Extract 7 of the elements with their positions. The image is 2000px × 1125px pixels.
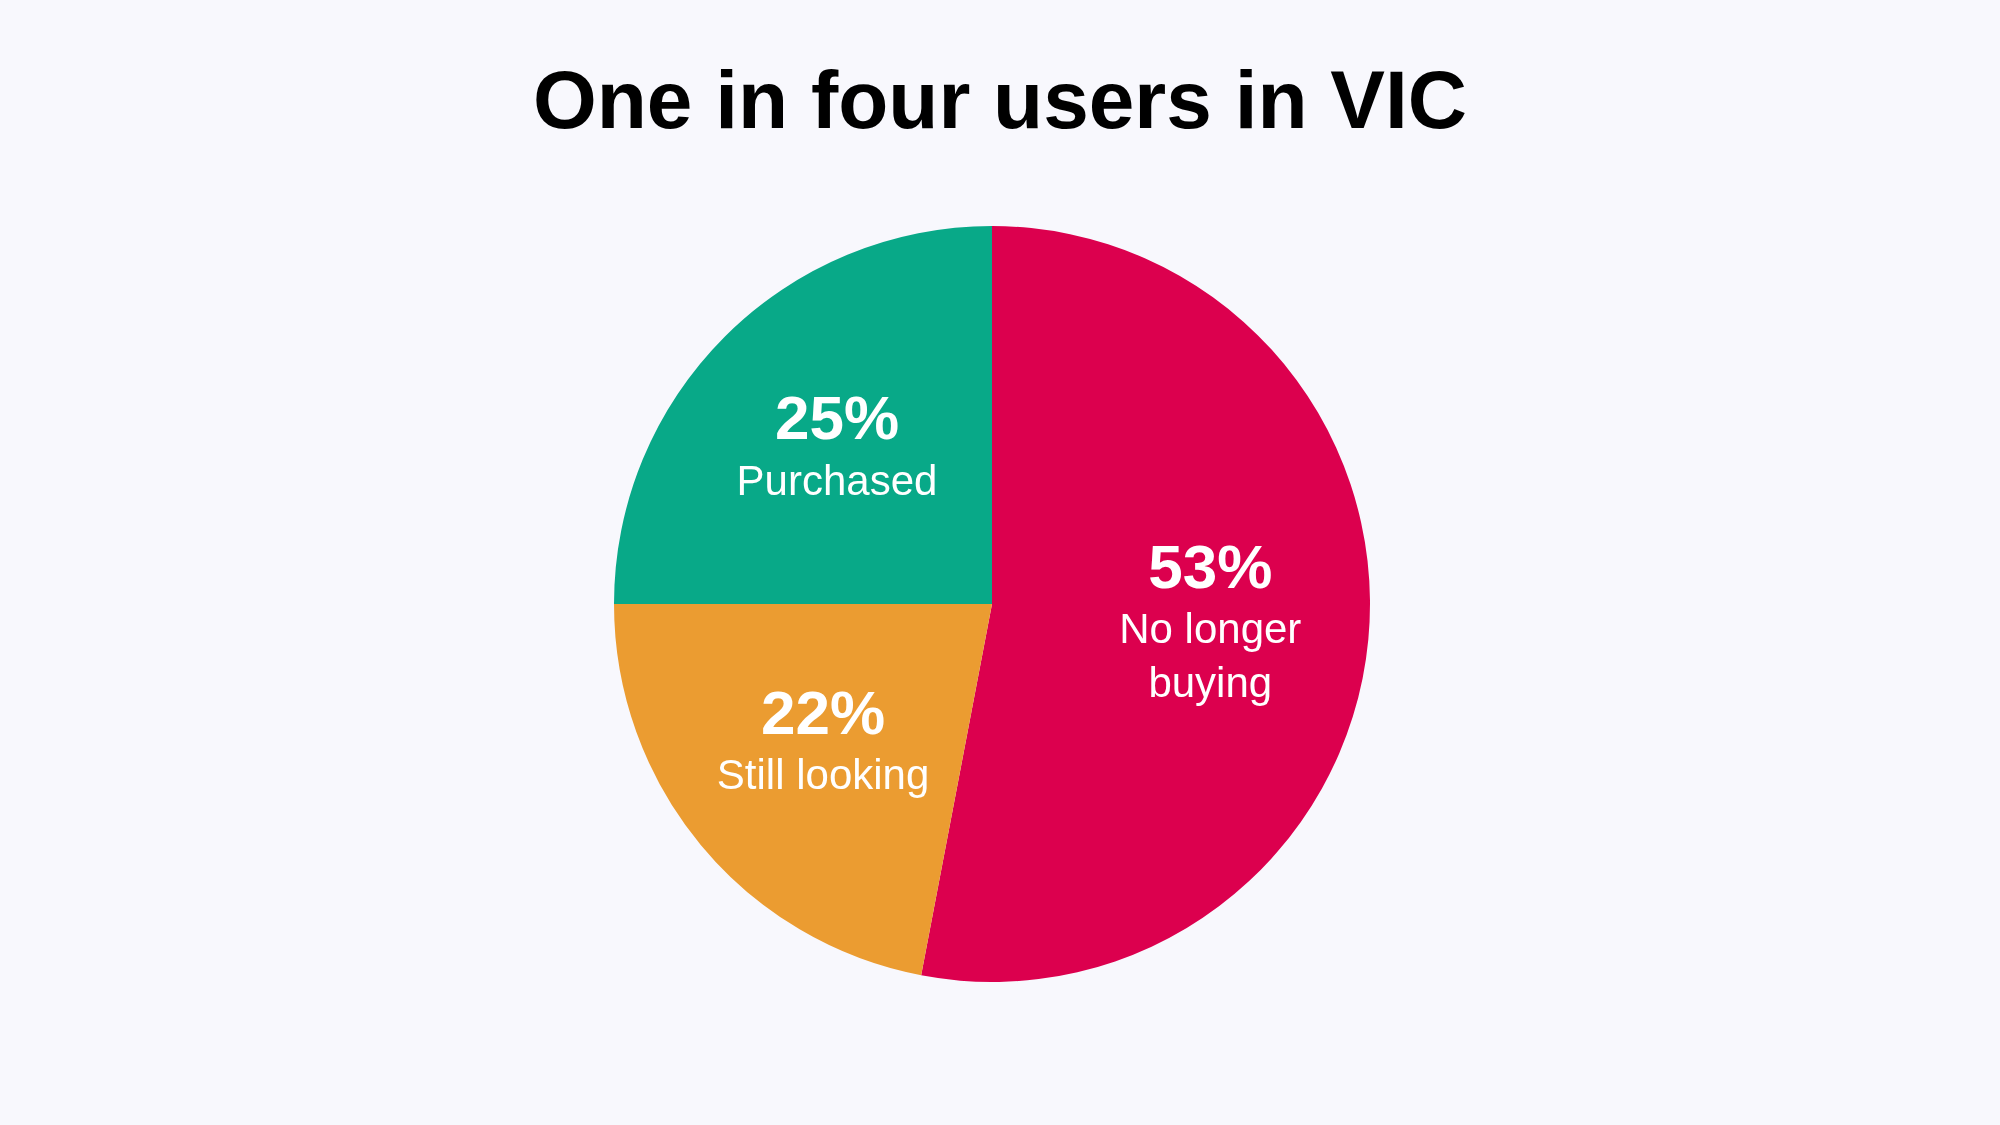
slice-label: Purchased bbox=[736, 456, 938, 504]
chart-title: One in four users in VIC bbox=[532, 53, 1468, 147]
data-label: 25% bbox=[774, 383, 900, 453]
slice-label: Still looking bbox=[716, 751, 930, 799]
data-label: 53% bbox=[1148, 531, 1273, 601]
slice-label: No longer buying bbox=[1119, 605, 1302, 707]
data-label: 22% bbox=[761, 677, 886, 747]
